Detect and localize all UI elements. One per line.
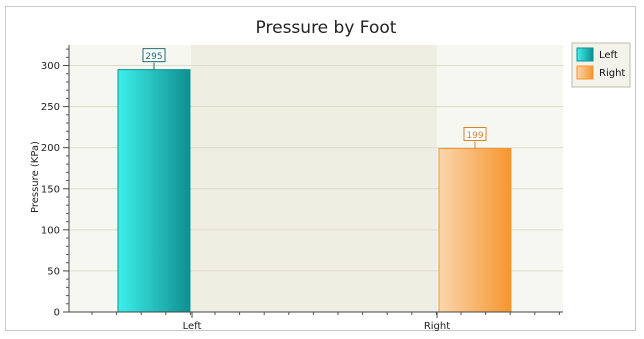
- data-label-box: [463, 127, 487, 142]
- legend-label: Left: [599, 50, 618, 61]
- plot-band: [191, 45, 437, 312]
- data-label-box: [142, 48, 166, 63]
- data-label: 199: [466, 131, 483, 141]
- bar-left: [117, 69, 191, 313]
- y-tick-label: 0: [54, 308, 60, 319]
- y-tick-label: 50: [47, 266, 60, 277]
- y-tick-label: 300: [41, 61, 60, 72]
- data-label: 295: [145, 52, 162, 62]
- bar-right: [438, 148, 512, 313]
- y-tick-label: 200: [41, 143, 60, 154]
- y-tick-label: 100: [41, 225, 60, 236]
- chart-title: Pressure by Foot: [256, 18, 397, 38]
- y-tick-label: 150: [41, 184, 60, 195]
- x-tick-label: Right: [424, 321, 450, 332]
- legend: Left Right: [571, 42, 631, 88]
- y-tick-label: 250: [41, 102, 60, 113]
- legend-swatch-right: [576, 65, 594, 80]
- legend-label: Right: [599, 68, 625, 79]
- x-tick-label: Left: [183, 321, 202, 332]
- legend-swatch-left: [576, 47, 594, 62]
- y-axis-title: Pressure (KPa): [30, 141, 41, 213]
